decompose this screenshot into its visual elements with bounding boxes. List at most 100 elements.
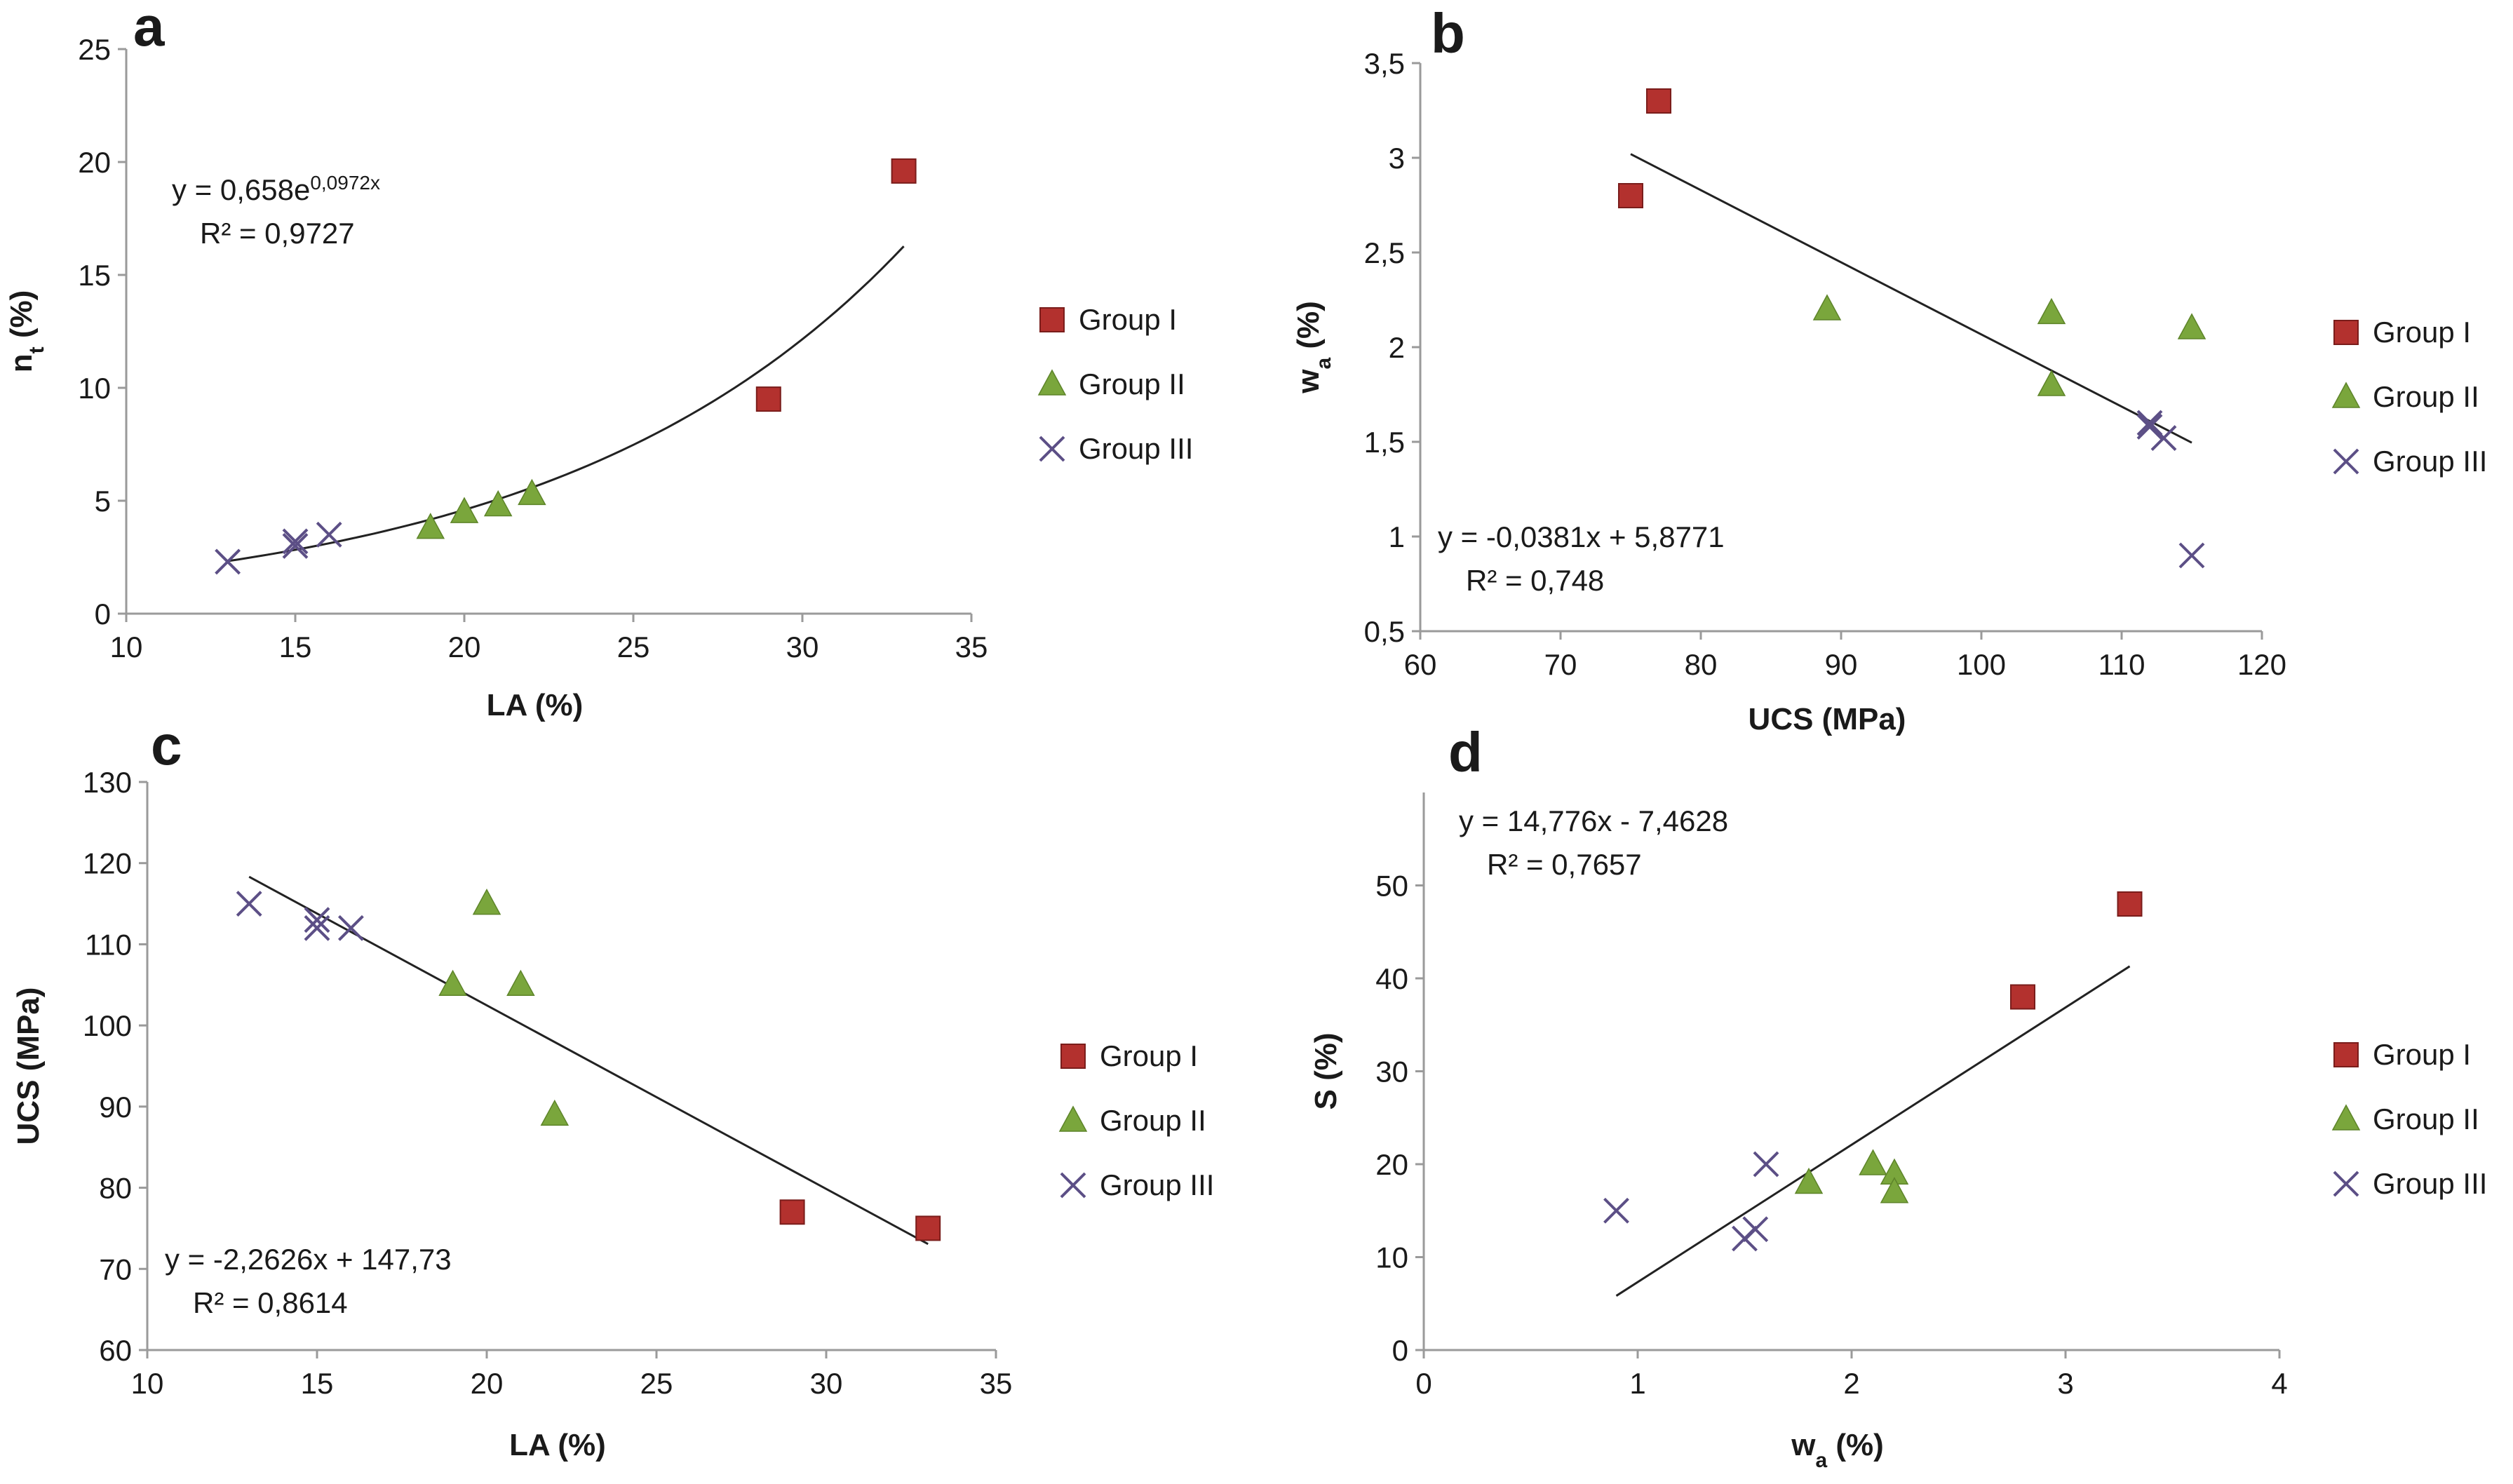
data-point-c-3-1 [236,891,262,917]
legend-label-2: Group II [2373,1102,2479,1135]
panel-letter-c: c [151,714,182,776]
legend-label-2: Group II [1079,367,1185,400]
data-point-c-3-4 [337,915,364,941]
y-tick-label: 25 [78,33,111,66]
r-squared: R² = 0,748 [1466,564,1604,597]
x-tick-label: 70 [1544,648,1577,681]
x-tick-label: 30 [810,1367,843,1400]
data-point-b-2-1 [1812,294,1842,321]
legend-marker-1 [2333,320,2359,345]
data-point-b-1-1 [1618,183,1643,208]
legend-label-2: Group II [1100,1104,1206,1137]
y-tick-label: 1,5 [1364,426,1405,459]
r-squared: R² = 0,7657 [1487,848,1642,881]
data-point-a-3-4 [316,521,342,548]
x-tick-label: 60 [1404,648,1437,681]
x-tick-label: 0 [1415,1367,1431,1400]
chart-panel-a: 10 15 20 25 30 35 0 5 10 15 20 25 LA (%) nt (%) a y = 0… [4,0,1193,722]
data-point-a-1-2 [891,158,917,184]
panel-letter-d: d [1448,721,1483,783]
equation-line: y = -2,2626x + 147,73 [165,1243,452,1276]
equation-a: y = 0,658e0,0972x R² = 0,9727 [172,172,380,250]
legend-marker-2 [2331,1104,2361,1131]
legend-label-3: Group III [2373,445,2487,478]
data-point-c-1-1 [779,1199,805,1225]
x-tick-label: 30 [786,630,819,663]
trendline-a [227,245,905,562]
y-tick-label: 20 [78,146,111,179]
x-axis-title-c: LA (%) [509,1428,606,1462]
legend-marker-2 [2331,382,2361,408]
data-point-a-1-1 [755,386,781,412]
y-tick-label: 40 [1375,962,1408,995]
x-tick-label: 4 [2271,1367,2287,1400]
data-point-c-2-1 [438,969,467,997]
r-squared: R² = 0,9727 [200,217,355,250]
data-point-d-1-2 [2117,891,2143,917]
legend-c: Group I Group II Group III [1058,1039,1214,1201]
x-tick-label: 10 [110,630,143,663]
legend-marker-1 [1039,307,1065,332]
x-tick-label: 120 [2237,648,2286,681]
y-tick-label: 80 [99,1172,132,1205]
panel-letter-a: a [133,0,165,58]
x-axis-title-a: LA (%) [487,688,584,722]
y-tick-label: 50 [1375,870,1408,903]
data-point-d-2-4 [1880,1177,1909,1203]
x-tick-label: 15 [279,630,312,663]
y-tick-label: 5 [95,485,111,518]
y-tick-label: 10 [1375,1241,1408,1274]
legend-label-2: Group II [2373,380,2479,413]
trendline-b [1630,153,2192,444]
data-point-c-2-4 [540,1099,570,1126]
data-point-a-3-3 [282,528,309,555]
legend-a: Group I Group II Group III [1037,303,1193,465]
x-tick-label: 110 [2098,648,2145,681]
data-point-a-2-3 [483,490,513,517]
x-tick-label: 90 [1825,648,1858,681]
equation-line: y = -0,0381x + 5,8771 [1438,520,1725,553]
data-point-c-2-3 [506,969,535,997]
equation-c: y = -2,2626x + 147,73 R² = 0,8614 [165,1243,452,1319]
data-point-d-3-3 [1742,1216,1769,1243]
data-point-b-2-2 [2037,297,2066,325]
y-axis-title-a: nt (%) [4,290,48,373]
y-tick-label: 3,5 [1364,47,1405,80]
x-tick-label: 10 [131,1367,164,1400]
equation-line: y = 14,776x - 7,4628 [1459,804,1728,837]
legend-marker-2 [1058,1105,1088,1132]
x-tick-label: 25 [617,630,650,663]
legend-marker-1 [2333,1042,2359,1067]
y-tick-label: 130 [83,766,132,799]
data-point-c-3-3 [304,907,330,933]
data-point-a-3-2 [282,532,309,559]
y-tick-label: 0,5 [1364,615,1405,648]
data-point-a-3-1 [215,548,241,575]
equation-b: y = -0,0381x + 5,8771 R² = 0,748 [1438,520,1725,597]
x-tick-label: 20 [471,1367,504,1400]
r-squared: R² = 0,8614 [193,1286,348,1319]
x-tick-label: 1 [1629,1367,1645,1400]
data-point-a-2-2 [450,497,479,523]
y-tick-label: 70 [99,1253,132,1286]
legend-marker-2 [1037,369,1067,396]
y-tick-label: 20 [1375,1148,1408,1181]
x-axis-title-b: UCS (MPa) [1749,702,1906,736]
y-tick-label: 110 [85,928,132,961]
x-tick-label: 100 [1957,648,2006,681]
legend-marker-3 [1039,436,1065,462]
data-point-a-2-4 [518,478,546,506]
x-tick-label: 80 [1685,648,1718,681]
x-tick-label: 25 [640,1367,673,1400]
data-point-d-1-1 [2010,984,2035,1010]
panel-letter-b: b [1431,2,1465,65]
legend-label-1: Group I [2373,1038,2471,1071]
y-tick-label: 3 [1389,142,1405,175]
data-point-b-3-3 [2150,425,2177,452]
legend-marker-1 [1060,1044,1086,1069]
legend-label-1: Group I [1100,1039,1198,1072]
equation-d: y = 14,776x - 7,4628 R² = 0,7657 [1459,804,1728,881]
y-tick-label: 120 [83,847,132,880]
data-point-b-3-1 [2136,413,2163,440]
